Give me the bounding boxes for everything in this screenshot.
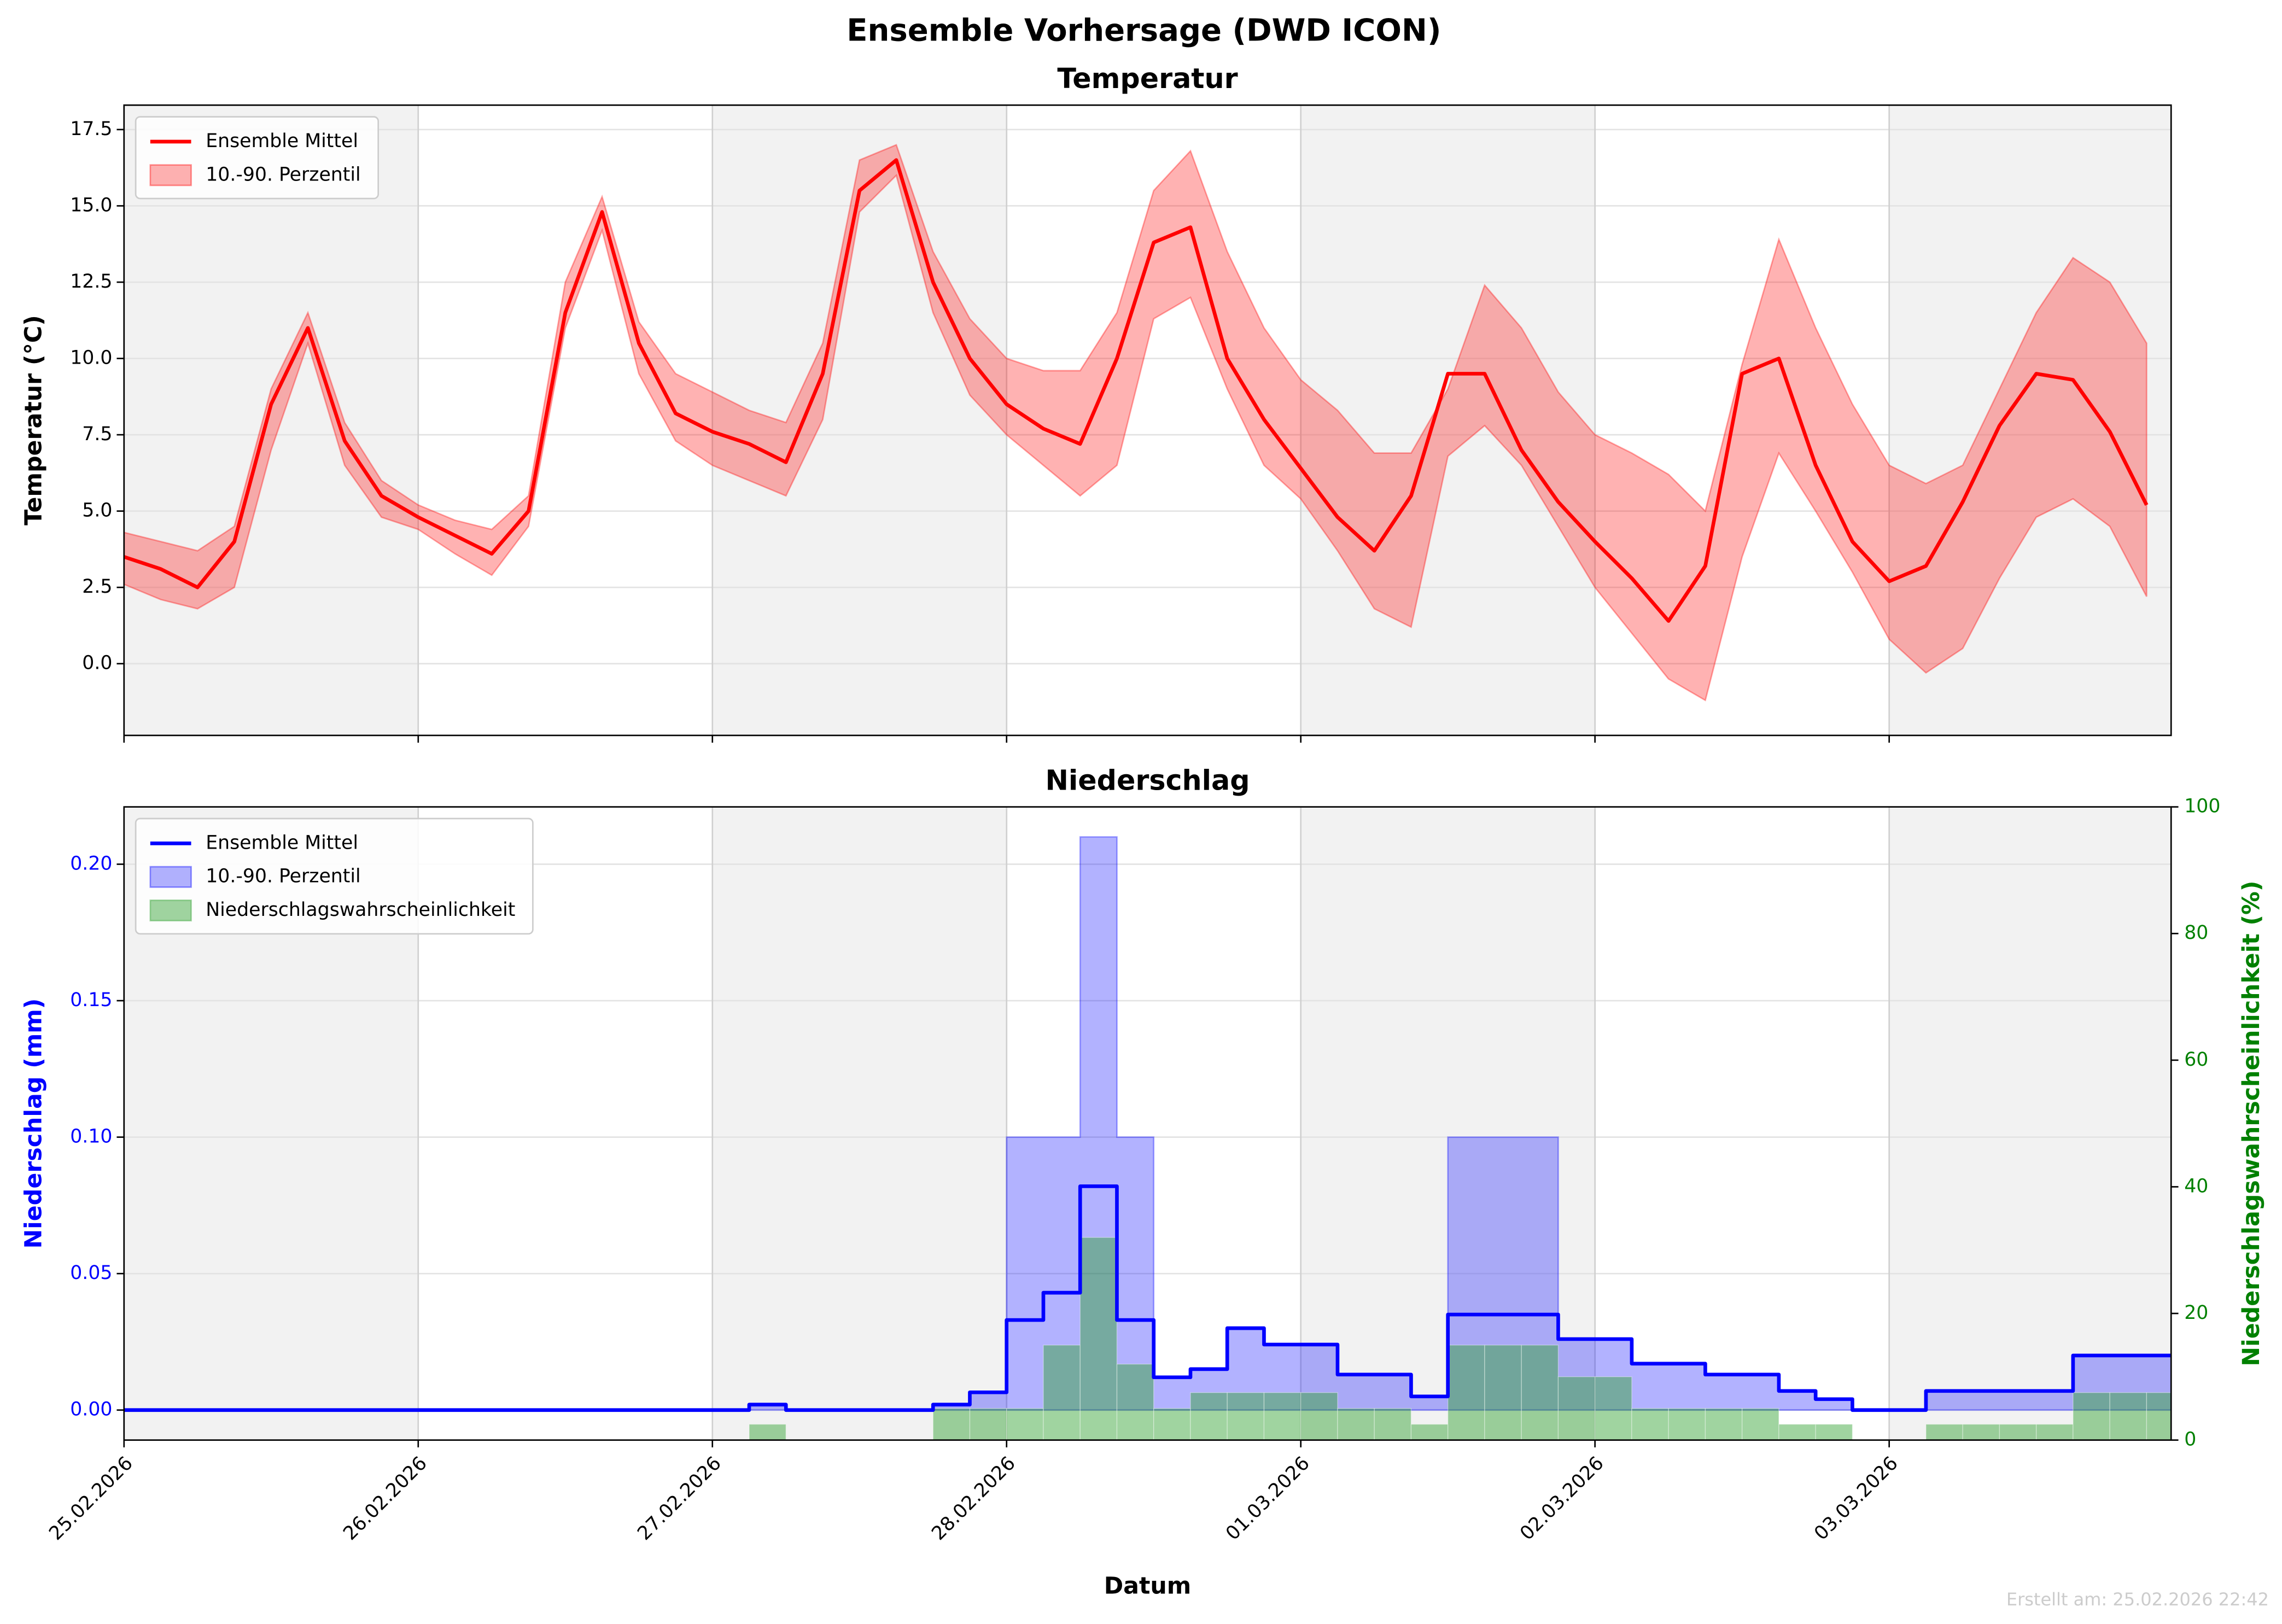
y2-tick-label: 40 (2184, 1175, 2208, 1197)
legend-label: Niederschlagswahrscheinlichkeit (206, 899, 515, 921)
y-tick-label: 0.15 (70, 989, 112, 1011)
x-tick-label: 02.03.2026 (1516, 1452, 1608, 1545)
probability-bar (749, 1424, 786, 1441)
x-tick-label: 25.02.2026 (45, 1452, 137, 1545)
probability-bar (2109, 1392, 2147, 1441)
legend-label: 10.-90. Perzentil (206, 866, 360, 887)
legend-swatch (149, 899, 192, 922)
legend-label: 10.-90. Perzentil (206, 163, 360, 185)
y-tick-label: 0.0 (82, 652, 112, 674)
x-tick-label: 01.03.2026 (1222, 1452, 1314, 1545)
probability-bar (2035, 1424, 2074, 1441)
probability-bar (1190, 1392, 1228, 1441)
plot-background (124, 105, 2172, 735)
y-tick-label: 10.0 (70, 347, 112, 369)
x-axis-label: Datum (1104, 1573, 1192, 1600)
probability-bar (1079, 1237, 1118, 1441)
probability-bar (1006, 1408, 1044, 1441)
x-tick-label: 03.03.2026 (1810, 1452, 1902, 1545)
probability-bar (1374, 1408, 1412, 1441)
x-tick-label: 28.02.2026 (927, 1452, 1020, 1545)
probability-bar (969, 1408, 1007, 1441)
legend-swatch (149, 164, 192, 186)
day-shade (1889, 807, 2172, 1440)
y2-tick-label: 80 (2184, 922, 2208, 944)
x-tick-label: 27.02.2026 (633, 1452, 726, 1545)
probability-bar (1521, 1345, 1559, 1441)
probability-bar (1153, 1408, 1191, 1441)
y-axis-label: Temperatur (°C) (20, 315, 48, 525)
probability-bar (1337, 1408, 1375, 1441)
mean-line (123, 158, 2149, 623)
probability-bar (2073, 1392, 2110, 1441)
legend-box (135, 817, 534, 935)
probability-bar (2146, 1392, 2172, 1441)
day-shade (712, 105, 1007, 735)
y2-tick-label: 20 (2184, 1302, 2208, 1324)
probability-bar (1815, 1424, 1853, 1441)
suptitle: Ensemble Vorhersage (DWD ICON) (847, 13, 1441, 48)
day-shade (1300, 105, 1595, 735)
probability-bar (1705, 1408, 1743, 1441)
y2-tick-label: 0 (2184, 1429, 2196, 1451)
probability-bar (1778, 1424, 1816, 1441)
y-tick-label: 0.10 (70, 1126, 112, 1148)
chart-title: Temperatur (1057, 62, 1238, 95)
y-tick-label: 2.5 (82, 576, 112, 598)
y-tick-label: 0.20 (70, 852, 112, 874)
legend-swatch (149, 866, 192, 888)
probability-bar (1043, 1345, 1081, 1441)
day-shade (712, 807, 1007, 1440)
probability-bar (1742, 1408, 1779, 1441)
y-tick-label: 5.0 (82, 500, 112, 522)
probability-bar (1227, 1392, 1265, 1441)
probability-bar (1300, 1392, 1338, 1441)
chart-title: Niederschlag (1046, 764, 1250, 796)
probability-bar (1668, 1408, 1706, 1441)
legend-label: Ensemble Mittel (206, 130, 358, 152)
y-tick-label: 15.0 (70, 194, 112, 216)
percentile-band (123, 144, 2147, 702)
probability-bar (1484, 1345, 1522, 1441)
probability-bar (1116, 1364, 1154, 1441)
probability-bar (1263, 1392, 1302, 1441)
probability-bar (1631, 1408, 1669, 1441)
legend-box (135, 116, 379, 200)
footer: Erstellt am: 25.02.2026 22:42 (2006, 1589, 2269, 1610)
day-shade (124, 105, 418, 735)
probability-bar (1999, 1424, 2037, 1441)
day-shade (1889, 105, 2172, 735)
probability-bar (1925, 1424, 1963, 1441)
y-tick-label: 0.00 (70, 1399, 112, 1421)
probability-bar (1448, 1345, 1485, 1441)
y-tick-label: 0.05 (70, 1262, 112, 1284)
y2-tick-label: 100 (2184, 796, 2220, 817)
y-tick-label: 17.5 (70, 118, 112, 140)
mean-line (124, 1184, 2172, 1412)
x-tick-label: 26.02.2026 (339, 1452, 431, 1545)
probability-bar (932, 1408, 971, 1441)
plot-frame (123, 806, 2172, 1441)
y2-axis-label: Niederschlagswahrscheinlichkeit (%) (2238, 881, 2265, 1366)
probability-bar (1557, 1376, 1596, 1441)
y2-tick-label: 60 (2184, 1049, 2208, 1071)
probability-bar (1962, 1424, 2000, 1441)
plot-frame (123, 104, 2172, 737)
y-tick-label: 7.5 (82, 423, 112, 445)
y-tick-label: 12.5 (70, 271, 112, 293)
y-axis-label: Niederschlag (mm) (20, 998, 48, 1249)
legend-label: Ensemble Mittel (206, 832, 358, 854)
probability-bar (1595, 1376, 1632, 1441)
probability-bar (1410, 1424, 1449, 1441)
